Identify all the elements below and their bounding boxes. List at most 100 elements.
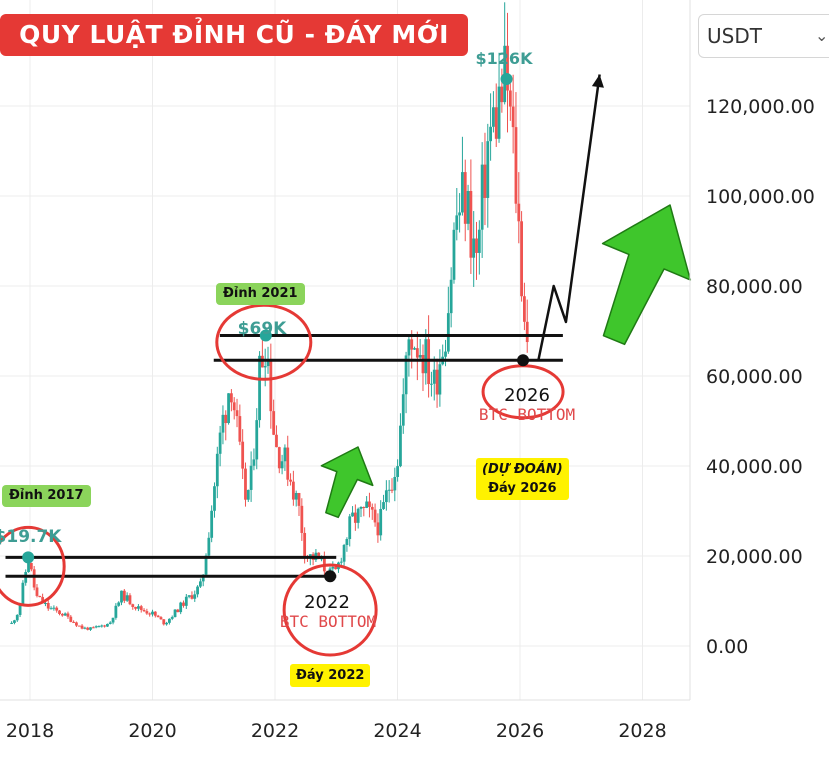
- candle-body: [44, 602, 47, 604]
- marker-point: [324, 570, 337, 583]
- candle-body: [38, 595, 42, 598]
- candle-body: [272, 411, 276, 435]
- candle-body: [32, 569, 36, 588]
- candle-body: [514, 127, 518, 204]
- candle-body: [10, 622, 14, 624]
- candle-body: [215, 453, 219, 487]
- candle-body: [342, 545, 346, 562]
- candle-body: [286, 447, 290, 480]
- page-title: QUY LUẬT ĐỈNH CŨ - ĐÁY MỚI: [0, 14, 468, 56]
- candle-body: [303, 532, 307, 557]
- candle-body: [368, 501, 371, 507]
- y-tick-label: 100,000.00: [706, 186, 815, 208]
- candle-body: [492, 107, 495, 127]
- bottom-2022-year: 2022: [304, 592, 350, 613]
- candle-body: [432, 369, 436, 384]
- candle-body: [291, 481, 295, 500]
- candle-body: [120, 590, 123, 603]
- candle-body: [275, 434, 278, 448]
- candle-body: [511, 106, 515, 128]
- candle-body: [235, 410, 239, 417]
- candle-body: [108, 622, 112, 624]
- y-tick-label: 20,000.00: [706, 546, 803, 568]
- candle-body: [114, 605, 118, 618]
- candle-body: [494, 107, 498, 139]
- candle-body: [373, 509, 377, 523]
- candle-body: [449, 279, 453, 314]
- highlight-circle: [0, 525, 66, 607]
- candle-body: [390, 489, 394, 491]
- candle-body: [52, 607, 56, 609]
- candle-body: [151, 611, 154, 615]
- candle-body: [168, 618, 171, 623]
- marker-points: [22, 73, 530, 583]
- candle-body: [489, 126, 492, 142]
- candle-body: [466, 191, 470, 224]
- candle-body: [497, 86, 501, 139]
- candle-body: [75, 622, 78, 626]
- candle-body: [520, 221, 523, 297]
- candle-body: [413, 348, 416, 350]
- candle-body: [134, 606, 137, 609]
- candle-body: [435, 369, 439, 395]
- candle-body: [258, 355, 261, 421]
- candle-body: [100, 625, 104, 627]
- candle-body: [63, 613, 67, 616]
- candle-body: [72, 621, 76, 623]
- peak-2017-value: $19.7K: [0, 527, 62, 547]
- x-tick-label: 2026: [496, 720, 544, 742]
- candle-body: [500, 86, 504, 103]
- candle-body: [294, 492, 298, 500]
- candle-body: [86, 627, 90, 630]
- candle-body: [15, 614, 19, 621]
- projection-arrowhead: [591, 74, 604, 88]
- y-tick-label: 120,000.00: [706, 96, 815, 118]
- candle-body: [80, 625, 84, 629]
- peak-2017-tag: Đỉnh 2017: [2, 485, 91, 507]
- candle-body: [461, 172, 464, 213]
- candle-body: [269, 361, 273, 412]
- candle-body: [229, 393, 233, 403]
- candle-body: [477, 229, 481, 253]
- candle-body: [106, 623, 109, 627]
- x-tick-label: 2028: [618, 720, 666, 742]
- candle-body: [401, 394, 405, 426]
- candle-body: [469, 191, 473, 258]
- candle-body: [128, 595, 132, 605]
- candle-body: [376, 522, 380, 536]
- candle-body: [142, 609, 146, 612]
- candle-body: [418, 354, 422, 358]
- candle-body: [227, 393, 230, 424]
- candle-body: [58, 610, 61, 614]
- candle-body: [27, 562, 30, 573]
- candle-body: [35, 587, 39, 596]
- candle-body: [13, 620, 16, 623]
- candle-body: [153, 611, 157, 616]
- candle-body: [424, 339, 428, 374]
- candle-body: [525, 321, 529, 343]
- candle-body: [486, 141, 490, 198]
- candle-body: [69, 616, 73, 622]
- candle-body: [410, 339, 414, 350]
- candle-body: [46, 602, 50, 609]
- candle-body: [49, 608, 53, 610]
- candle-body: [300, 505, 304, 533]
- candle-body: [156, 615, 160, 618]
- trend-arrows: [320, 74, 692, 519]
- currency-value: USDT: [707, 24, 762, 48]
- candle-body: [446, 313, 450, 352]
- x-tick-label: 2018: [6, 720, 54, 742]
- candle-body: [207, 537, 211, 556]
- y-tick-label: 80,000.00: [706, 276, 803, 298]
- candle-body: [297, 492, 301, 506]
- candle-body: [218, 432, 222, 454]
- currency-select[interactable]: USDT ⌄: [698, 14, 829, 58]
- candles: [10, 2, 529, 631]
- candle-body: [483, 164, 487, 198]
- x-tick-label: 2022: [251, 720, 299, 742]
- candle-body: [404, 355, 408, 395]
- candle-body: [232, 402, 236, 411]
- candle-body: [139, 606, 143, 610]
- candle-body: [94, 626, 98, 628]
- candle-body: [201, 574, 205, 582]
